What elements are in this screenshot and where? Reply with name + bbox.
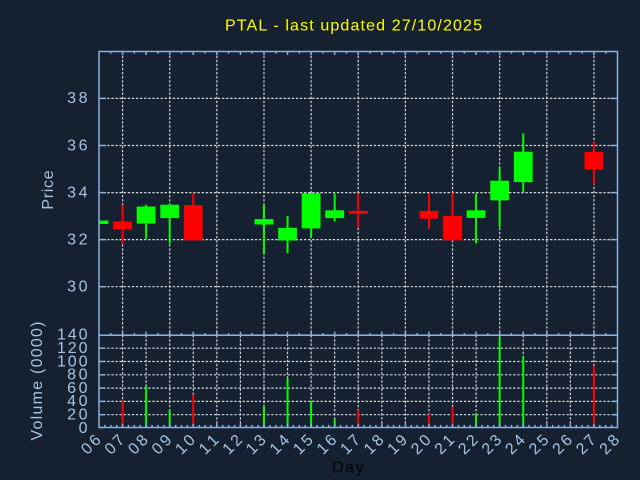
svg-text:0: 0 [79,420,88,437]
svg-text:Day: Day [332,460,364,477]
svg-text:120: 120 [57,340,88,357]
svg-text:PTAL - last updated 27/10/2025: PTAL - last updated 27/10/2025 [225,18,482,35]
svg-text:Volume (0000): Volume (0000) [29,322,46,441]
svg-text:100: 100 [57,353,88,370]
svg-text:140: 140 [57,327,88,344]
svg-text:Price: Price [40,170,57,209]
